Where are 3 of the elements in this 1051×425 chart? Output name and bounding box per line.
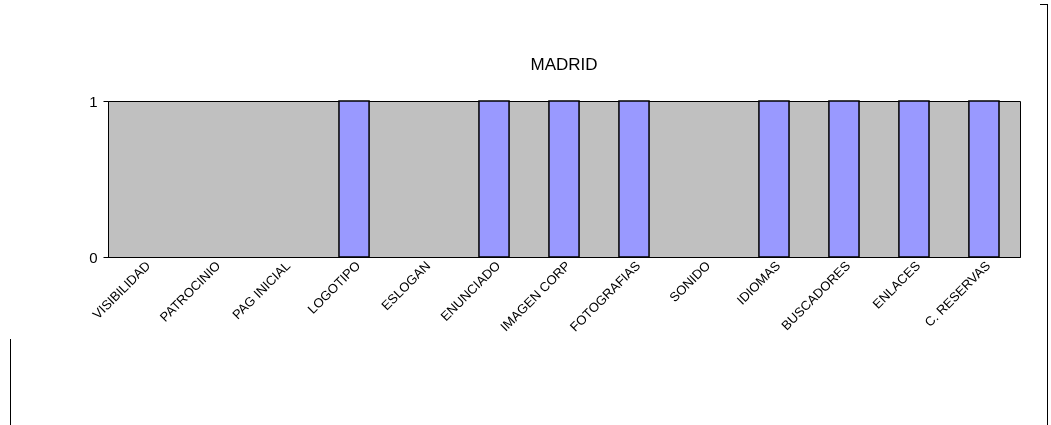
y-tick-label: 1 [89, 92, 98, 110]
y-tick-label: 0 [89, 248, 98, 266]
chart-title: MADRID [530, 55, 598, 74]
